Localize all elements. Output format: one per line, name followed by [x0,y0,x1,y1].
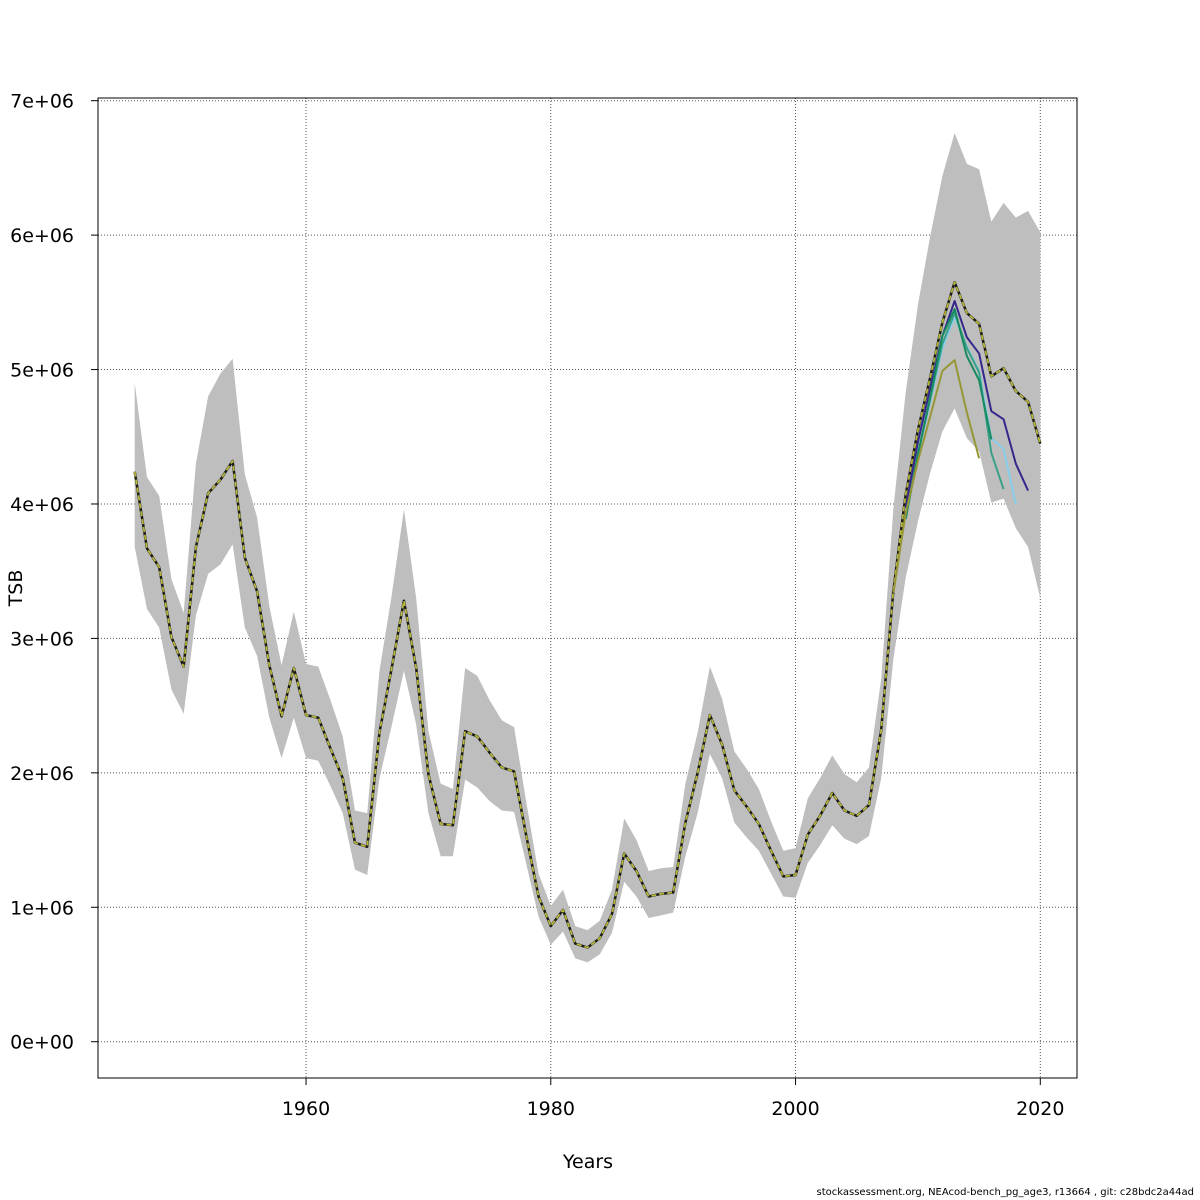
y-tick-label: 3e+06 [10,628,74,650]
footer-credit: stockassessment.org, NEAcod-bench_pg_age… [816,1187,1195,1198]
y-tick-label: 0e+00 [10,1032,74,1054]
axes: 1960 1980 2000 2020 0e+00 1e+06 2e+06 3e+06 4e+0… [10,91,1064,1120]
x-tick-label: 2020 [1016,1098,1064,1120]
y-tick-label: 6e+06 [10,225,74,247]
series-line [904,308,993,519]
x-tick-label: 2000 [771,1098,819,1120]
series-line [904,299,1029,509]
confidence-band-area [134,132,1041,963]
plot-frame [97,97,1078,1079]
confidence-band [134,132,1041,963]
series-line [892,359,981,593]
x-tick-label: 1980 [527,1098,575,1120]
x-axis-title: Years [562,1151,613,1173]
y-tick-label: 2e+06 [10,763,74,785]
series-line-main [133,281,1042,949]
y-tick-label: 1e+06 [10,897,74,919]
series-lines [133,280,1042,949]
x-tick-label: 1960 [282,1098,330,1120]
y-tick-label: 5e+06 [10,360,74,382]
y-axis-title: TSB [5,570,27,608]
y-tick-label: 4e+06 [10,494,74,516]
y-tick-label: 7e+06 [10,91,74,113]
